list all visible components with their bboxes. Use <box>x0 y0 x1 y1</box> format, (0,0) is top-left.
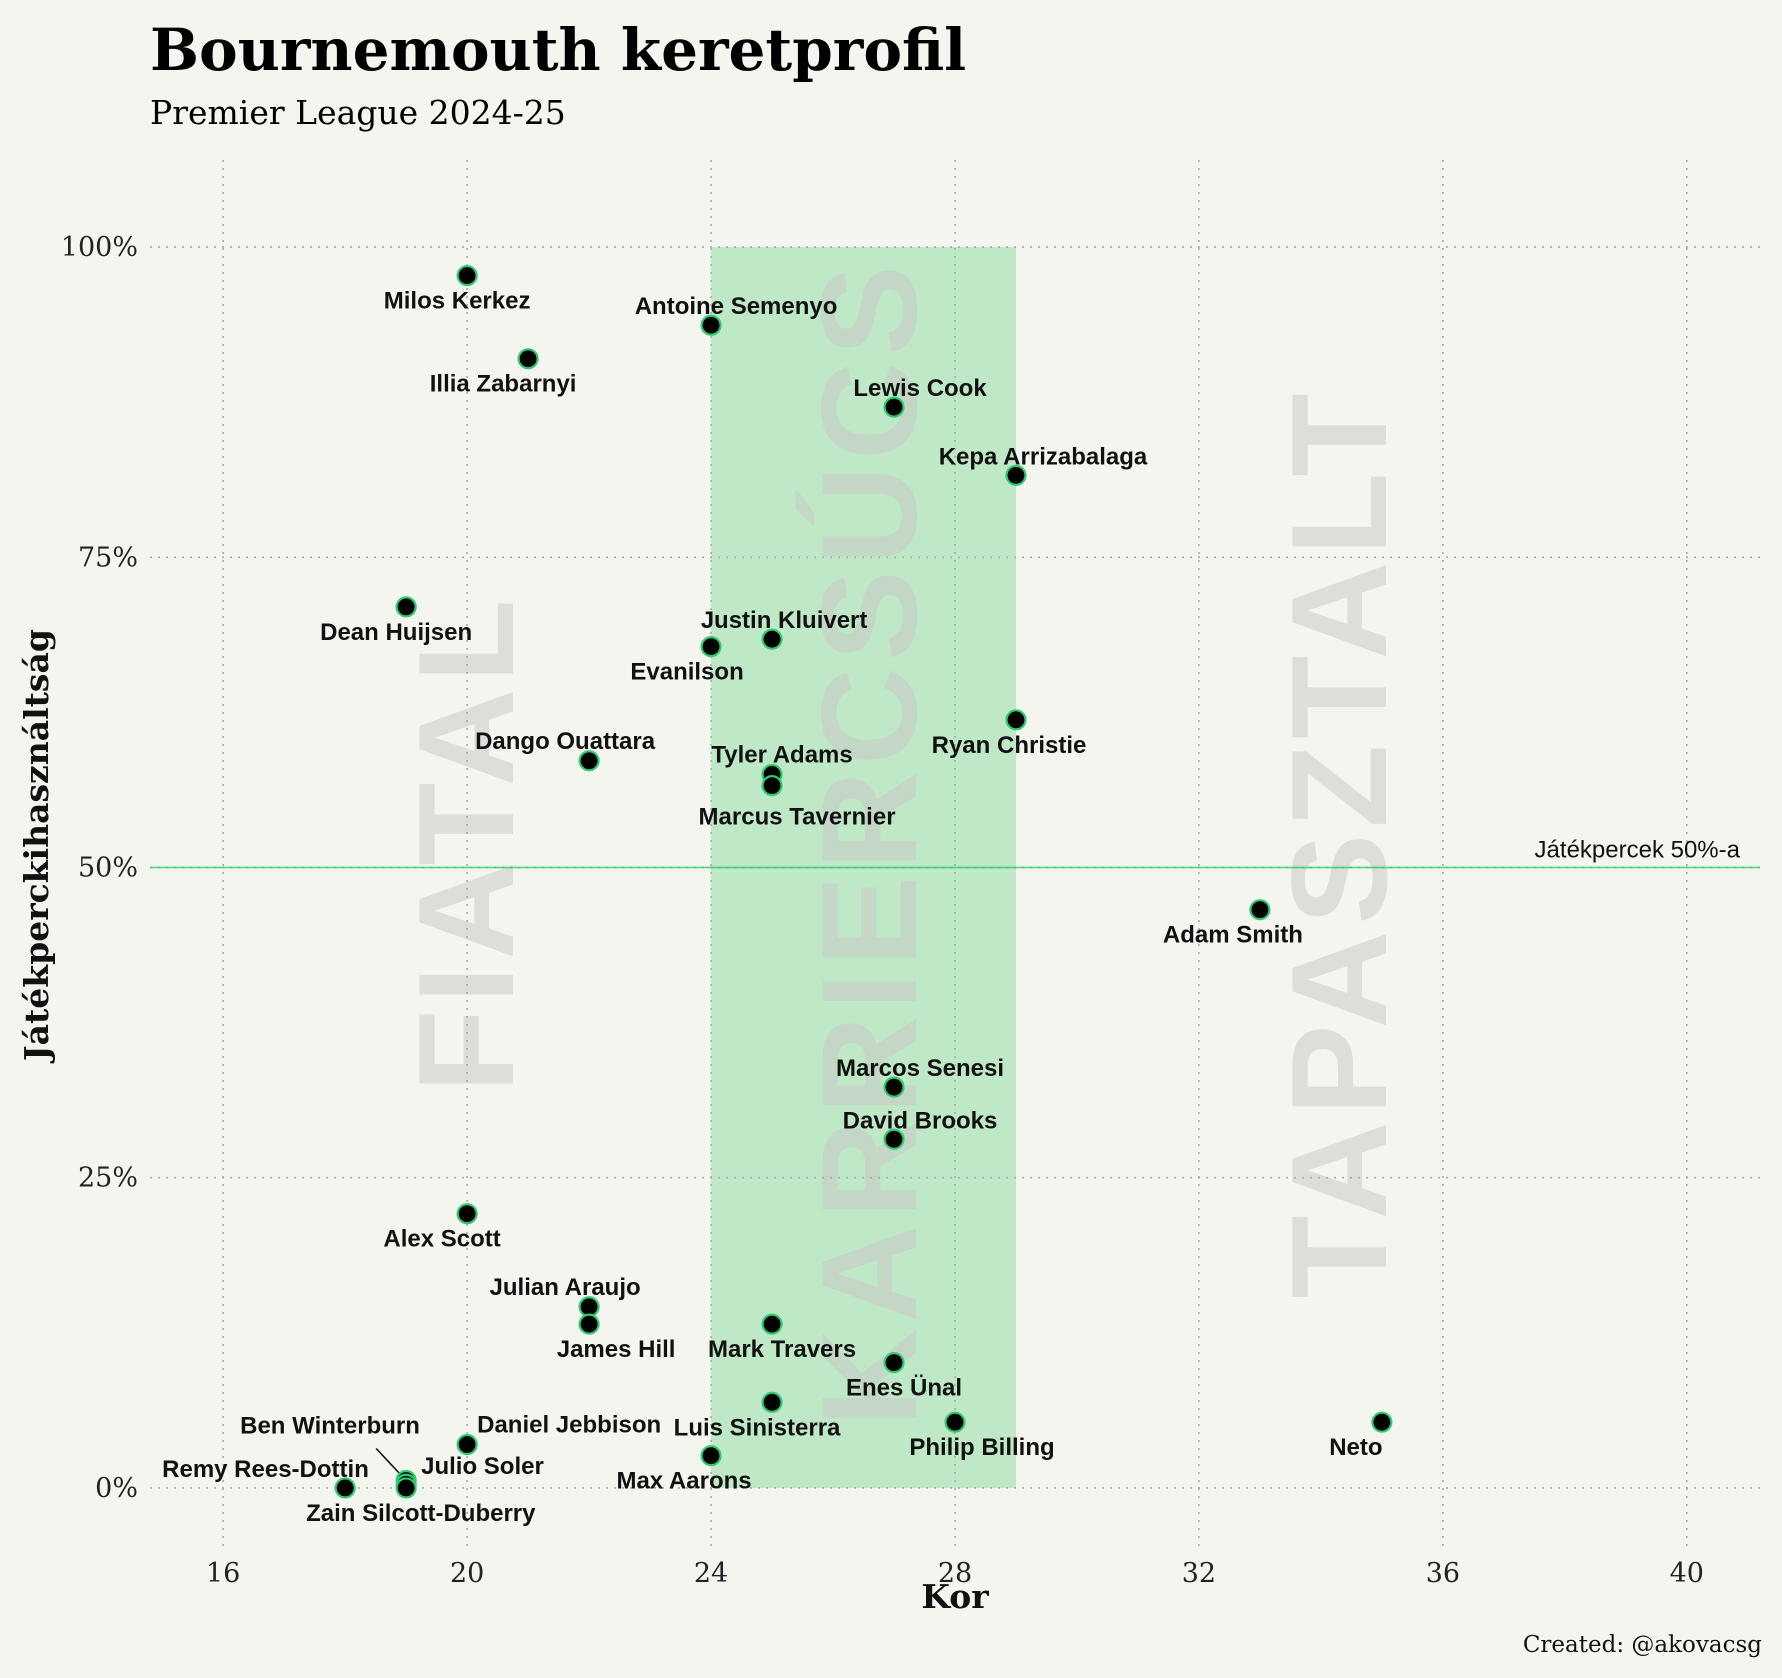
y-axis-title: Játékperckihasználtság <box>17 629 56 1064</box>
data-point <box>1005 709 1027 731</box>
data-point <box>883 1352 905 1374</box>
data-point <box>700 1445 722 1467</box>
point-label: Adam Smith <box>1163 922 1303 949</box>
y-tick-label: 75% <box>78 542 138 573</box>
point-label: David Brooks <box>843 1107 998 1134</box>
data-point <box>456 264 478 287</box>
data-point <box>761 1391 783 1413</box>
point-label: Ben Winterburn <box>240 1413 420 1440</box>
data-point <box>578 1313 600 1335</box>
point-label: James Hill <box>557 1336 676 1363</box>
point-label: Alex Scott <box>383 1226 500 1253</box>
x-tick-label: 28 <box>938 1558 972 1589</box>
data-point <box>761 774 783 797</box>
y-tick-label: 25% <box>78 1163 138 1194</box>
zone-watermark-3: TAPASZTALT <box>1263 387 1415 1298</box>
data-point <box>883 1128 905 1150</box>
x-tick-label: 36 <box>1426 1558 1460 1589</box>
point-label: Mark Travers <box>708 1336 856 1363</box>
zone-watermark-2: KARRIERCSÚCS <box>793 259 945 1427</box>
point-label: Milos Kerkez <box>384 288 531 315</box>
point-label: Marcus Tavernier <box>699 804 896 831</box>
chart-title: Bournemouth keretprofil <box>150 16 966 84</box>
point-label: Max Aarons <box>616 1468 751 1495</box>
data-point <box>944 1411 966 1433</box>
point-label: Marcos Senesi <box>836 1055 1004 1082</box>
point-label: Ryan Christie <box>932 732 1087 759</box>
point-label: Philip Billing <box>909 1434 1054 1461</box>
y-tick-label: 100% <box>61 232 138 263</box>
point-label: Enes Ünal <box>846 1375 962 1402</box>
x-axis-title: Kor <box>921 1577 989 1616</box>
point-label: Luis Sinisterra <box>674 1414 841 1441</box>
data-point <box>395 596 417 618</box>
chart-subtitle: Premier League 2024-25 <box>150 93 566 132</box>
data-point <box>1371 1411 1393 1433</box>
data-point <box>761 628 783 650</box>
data-point <box>700 314 722 336</box>
data-point <box>883 1076 905 1098</box>
zone-watermark-1: FIATAL <box>390 593 542 1092</box>
x-tick-label: 16 <box>206 1558 240 1589</box>
point-label: Daniel Jebbison <box>477 1412 661 1439</box>
point-label: Antoine Semenyo <box>635 293 838 320</box>
data-point <box>883 396 905 418</box>
point-label: Julian Araujo <box>490 1274 641 1301</box>
data-point <box>700 636 722 658</box>
reference-line-label: Játékpercek 50%-a <box>1535 837 1741 864</box>
point-label: Neto <box>1329 1434 1382 1461</box>
point-label: Tyler Adams <box>711 741 852 768</box>
x-tick-label: 24 <box>694 1558 728 1589</box>
point-label: Zain Silcott-Duberry <box>306 1500 536 1527</box>
point-label: Dango Ouattara <box>475 728 656 755</box>
x-tick-label: 32 <box>1182 1558 1216 1589</box>
point-label: Kepa Arrizabalaga <box>939 443 1148 470</box>
point-label: Justin Kluivert <box>701 607 868 634</box>
data-point <box>578 750 600 772</box>
y-tick-label: 50% <box>78 853 138 884</box>
data-point <box>517 348 539 370</box>
point-label: Julio Soler <box>421 1453 544 1480</box>
data-point <box>456 1203 478 1225</box>
data-point <box>1005 464 1027 486</box>
x-tick-label: 20 <box>450 1558 484 1589</box>
credit-caption: Created: @akovacsg <box>1523 1632 1762 1658</box>
point-label: Remy Rees-Dottin <box>162 1456 369 1483</box>
point-label: Lewis Cook <box>853 375 987 402</box>
data-point <box>395 1477 417 1499</box>
x-tick-label: 40 <box>1670 1558 1704 1589</box>
point-label: Dean Huijsen <box>320 619 472 646</box>
data-point <box>334 1477 356 1499</box>
y-tick-label: 0% <box>95 1473 138 1504</box>
data-point <box>1249 899 1271 921</box>
point-label: Illia Zabarnyi <box>430 371 577 398</box>
data-point <box>456 1433 478 1456</box>
point-label: Evanilson <box>630 659 743 686</box>
data-point <box>761 1313 783 1335</box>
